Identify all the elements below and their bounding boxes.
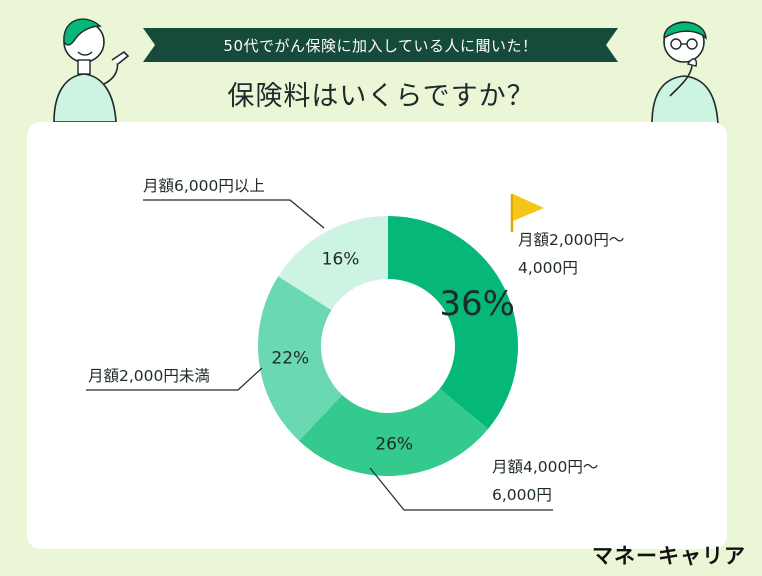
value-label-over-6000: 16% [322, 250, 360, 270]
brand-logo-text: マネーキャリア [592, 544, 746, 568]
label-4000-6000-line2: 6,000円 [492, 486, 552, 504]
chart-title: 保険料はいくらですか？ [227, 81, 535, 112]
label-under-2000: 月額2,000円未満 [88, 367, 210, 385]
slice-4000-6000 [299, 388, 489, 477]
woman-pointing-illustration [53, 18, 130, 122]
slice-2000-4000 [388, 216, 518, 429]
flag-icon [510, 194, 544, 232]
banner-shape [143, 28, 618, 62]
label-4000-6000: 月額4,000円〜 6,000円 [492, 453, 598, 509]
leader-line-under-2000 [86, 367, 263, 391]
label-2000-4000-line2: 4,000円 [518, 259, 578, 277]
value-label-2000-4000: 36% [439, 284, 515, 324]
value-label-under-2000: 22% [271, 348, 309, 368]
label-4000-6000-line1: 月額4,000円〜 [492, 458, 599, 476]
slice-under-2000 [258, 276, 343, 441]
banner-text: 50代でがん保険に加入している人に聞いた！ [223, 36, 538, 55]
man-thinking-illustration [651, 21, 719, 124]
leader-line-4000-6000 [369, 467, 553, 511]
survey-banner: 50代でがん保険に加入している人に聞いた！ [143, 28, 618, 62]
leader-line-over-6000 [143, 199, 325, 229]
label-over-6000: 月額6,000円以上 [143, 177, 265, 195]
label-2000-4000-line1: 月額2,000円〜 [518, 231, 625, 249]
value-label-4000-6000: 26% [375, 434, 413, 454]
chart-card [27, 122, 727, 549]
slice-over-6000 [278, 216, 388, 311]
label-2000-4000: 月額2,000円〜 4,000円 [518, 226, 624, 282]
